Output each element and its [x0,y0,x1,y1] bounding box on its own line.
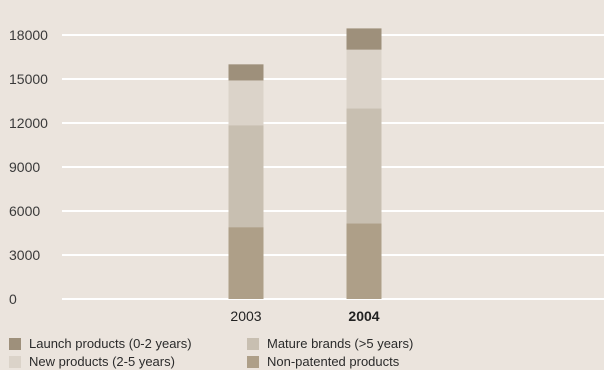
y-tick-label: 9000 [9,159,40,175]
legend-item: Launch products (0-2 years) [9,336,247,352]
bar-segment [228,125,264,228]
y-tick-label: 12000 [9,115,48,131]
legend-label: Launch products (0-2 years) [29,336,192,351]
legend-label: Non-patented products [267,354,400,369]
legend-label: New products (2-5 years) [29,354,175,369]
legend-item: Non-patented products [247,354,497,370]
y-tick-label: 3000 [9,247,40,263]
bar-segment [346,49,382,109]
legend-swatch [9,356,21,368]
chart-plot: 0 3000 6000 9000 12000 15000 18000 2003 2004 [9,27,604,324]
legend: Launch products (0-2 years) Mature brands… [9,336,497,370]
y-tick-label: 0 [9,291,17,307]
bar-segment [346,28,382,50]
legend-swatch [9,338,21,350]
x-tick-label: 2004 [348,308,379,324]
x-tick-label: 2003 [230,308,261,324]
legend-item: Mature brands (>5 years) [247,336,497,352]
bar-segment [228,80,264,126]
legend-item: New products (2-5 years) [9,354,247,370]
bar-segment [346,108,382,224]
bar-segment [228,64,264,81]
legend-label: Mature brands (>5 years) [267,336,414,351]
y-tick-label: 18000 [9,27,48,43]
bar-segment [228,227,264,299]
legend-swatch [247,356,259,368]
legend-swatch [247,338,259,350]
bar-segment [346,223,382,299]
y-tick-label: 6000 [9,203,40,219]
y-tick-label: 15000 [9,71,48,87]
